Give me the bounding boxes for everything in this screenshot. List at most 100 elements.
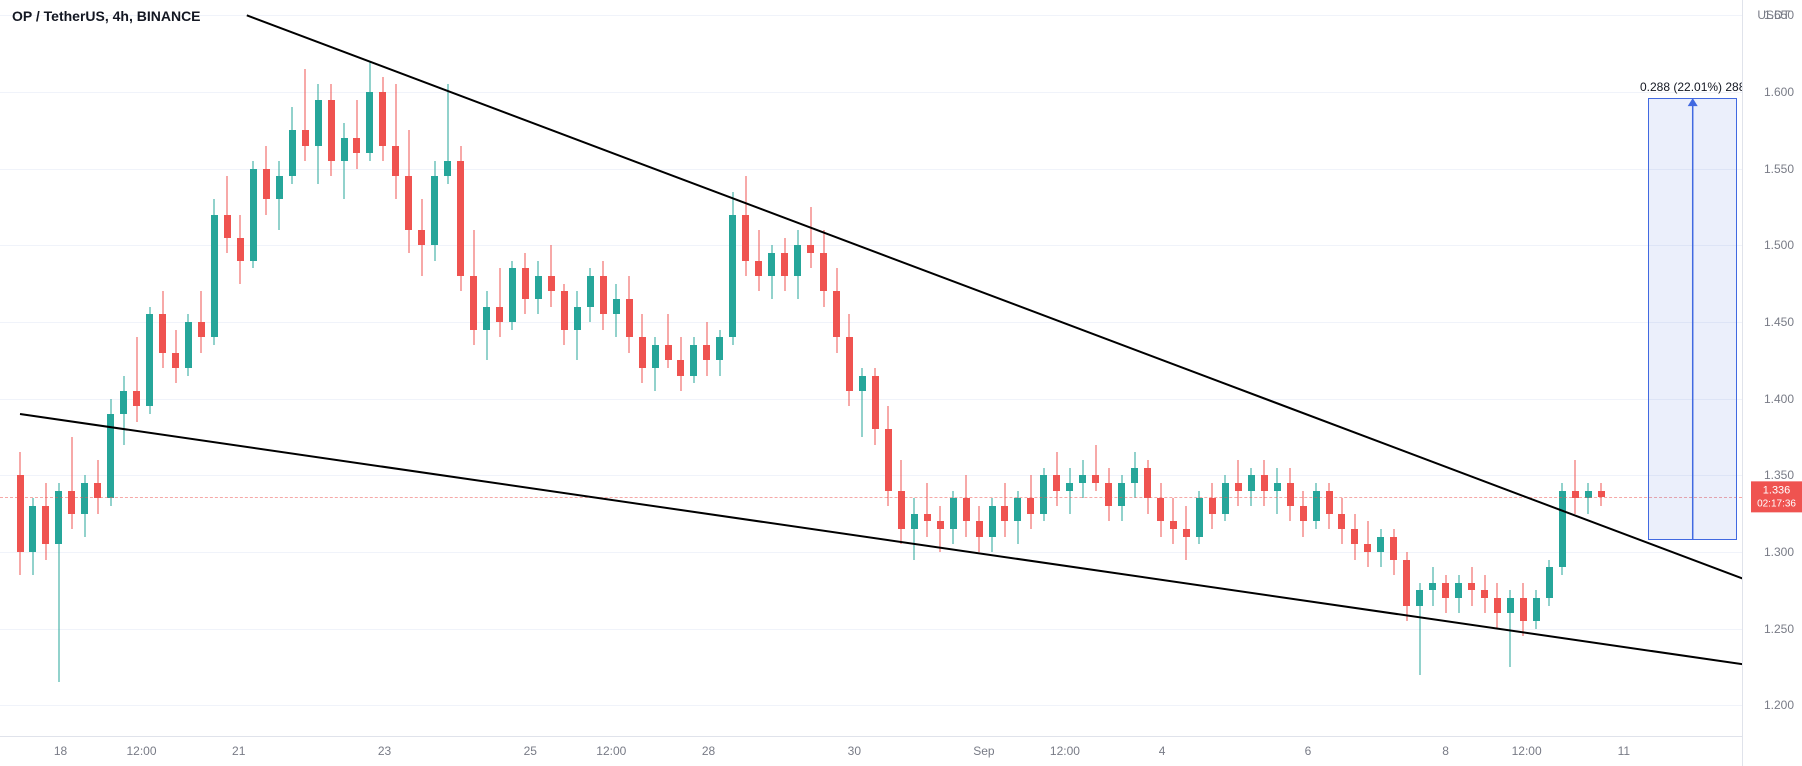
candle[interactable] xyxy=(185,0,192,736)
candle[interactable] xyxy=(1274,0,1281,736)
candle[interactable] xyxy=(405,0,412,736)
candle[interactable] xyxy=(872,0,879,736)
candle[interactable] xyxy=(146,0,153,736)
candle[interactable] xyxy=(911,0,918,736)
candle[interactable] xyxy=(1533,0,1540,736)
candle[interactable] xyxy=(1338,0,1345,736)
candle[interactable] xyxy=(315,0,322,736)
candle[interactable] xyxy=(198,0,205,736)
candle[interactable] xyxy=(1157,0,1164,736)
candle[interactable] xyxy=(133,0,140,736)
candle[interactable] xyxy=(652,0,659,736)
candle[interactable] xyxy=(768,0,775,736)
candle[interactable] xyxy=(1546,0,1553,736)
candle[interactable] xyxy=(937,0,944,736)
candle[interactable] xyxy=(1468,0,1475,736)
candle[interactable] xyxy=(885,0,892,736)
candle[interactable] xyxy=(418,0,425,736)
candle[interactable] xyxy=(729,0,736,736)
candle[interactable] xyxy=(496,0,503,736)
candle[interactable] xyxy=(1118,0,1125,736)
candle[interactable] xyxy=(1222,0,1229,736)
candle[interactable] xyxy=(457,0,464,736)
candle[interactable] xyxy=(1403,0,1410,736)
candle[interactable] xyxy=(120,0,127,736)
candle[interactable] xyxy=(81,0,88,736)
candle[interactable] xyxy=(1079,0,1086,736)
candle[interactable] xyxy=(1429,0,1436,736)
candle[interactable] xyxy=(483,0,490,736)
candle[interactable] xyxy=(924,0,931,736)
candle[interactable] xyxy=(1001,0,1008,736)
candle[interactable] xyxy=(55,0,62,736)
candle[interactable] xyxy=(1598,0,1605,736)
candle[interactable] xyxy=(950,0,957,736)
candle[interactable] xyxy=(963,0,970,736)
candle[interactable] xyxy=(574,0,581,736)
candle[interactable] xyxy=(1053,0,1060,736)
candle[interactable] xyxy=(1507,0,1514,736)
candle[interactable] xyxy=(1559,0,1566,736)
candle[interactable] xyxy=(859,0,866,736)
candle[interactable] xyxy=(781,0,788,736)
candle[interactable] xyxy=(587,0,594,736)
candle[interactable] xyxy=(1572,0,1579,736)
candle[interactable] xyxy=(755,0,762,736)
candle[interactable] xyxy=(1027,0,1034,736)
candle[interactable] xyxy=(276,0,283,736)
candle[interactable] xyxy=(29,0,36,736)
candle[interactable] xyxy=(989,0,996,736)
candle[interactable] xyxy=(561,0,568,736)
candle[interactable] xyxy=(17,0,24,736)
candle[interactable] xyxy=(392,0,399,736)
candle[interactable] xyxy=(677,0,684,736)
candle[interactable] xyxy=(703,0,710,736)
candle[interactable] xyxy=(1481,0,1488,736)
candle[interactable] xyxy=(1040,0,1047,736)
candle[interactable] xyxy=(716,0,723,736)
candle[interactable] xyxy=(1351,0,1358,736)
candle[interactable] xyxy=(690,0,697,736)
candle[interactable] xyxy=(665,0,672,736)
plot-area[interactable]: 0.288 (22.01%) 288 xyxy=(0,0,1742,736)
candle[interactable] xyxy=(1105,0,1112,736)
candle[interactable] xyxy=(1442,0,1449,736)
candle[interactable] xyxy=(1364,0,1371,736)
candle[interactable] xyxy=(1585,0,1592,736)
candle[interactable] xyxy=(42,0,49,736)
candle[interactable] xyxy=(366,0,373,736)
candle[interactable] xyxy=(302,0,309,736)
candle[interactable] xyxy=(224,0,231,736)
candle[interactable] xyxy=(1209,0,1216,736)
candle[interactable] xyxy=(1313,0,1320,736)
candle[interactable] xyxy=(833,0,840,736)
candle[interactable] xyxy=(263,0,270,736)
candle[interactable] xyxy=(600,0,607,736)
candle[interactable] xyxy=(1390,0,1397,736)
candle[interactable] xyxy=(820,0,827,736)
candle[interactable] xyxy=(107,0,114,736)
candle[interactable] xyxy=(1092,0,1099,736)
candle[interactable] xyxy=(353,0,360,736)
candle[interactable] xyxy=(1196,0,1203,736)
candle[interactable] xyxy=(250,0,257,736)
candle[interactable] xyxy=(1170,0,1177,736)
candle[interactable] xyxy=(626,0,633,736)
candle[interactable] xyxy=(509,0,516,736)
candle[interactable] xyxy=(846,0,853,736)
candle[interactable] xyxy=(289,0,296,736)
candle[interactable] xyxy=(172,0,179,736)
candle[interactable] xyxy=(807,0,814,736)
candle[interactable] xyxy=(328,0,335,736)
candle[interactable] xyxy=(1144,0,1151,736)
candle[interactable] xyxy=(1287,0,1294,736)
candle[interactable] xyxy=(1377,0,1384,736)
candle[interactable] xyxy=(159,0,166,736)
candle[interactable] xyxy=(1326,0,1333,736)
candle[interactable] xyxy=(1300,0,1307,736)
candle[interactable] xyxy=(1520,0,1527,736)
candle[interactable] xyxy=(1455,0,1462,736)
candle[interactable] xyxy=(379,0,386,736)
candle[interactable] xyxy=(742,0,749,736)
candle[interactable] xyxy=(794,0,801,736)
